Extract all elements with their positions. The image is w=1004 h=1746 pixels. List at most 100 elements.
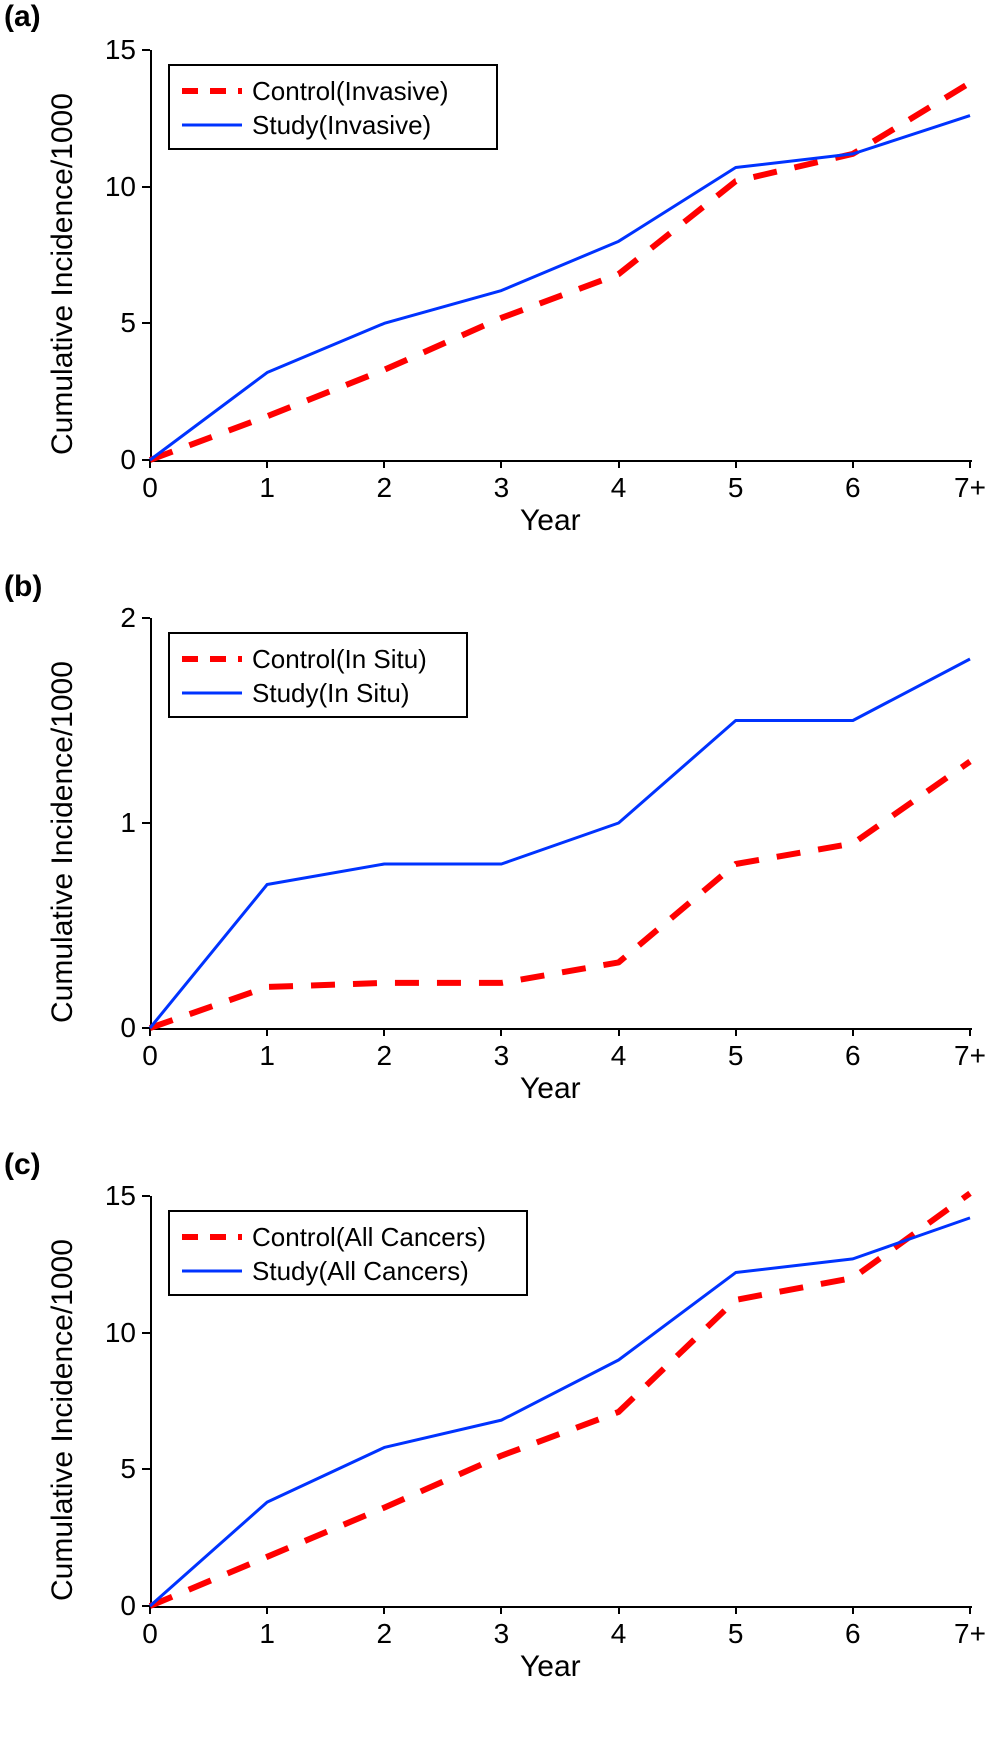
x-tick-label: 1 [237, 472, 297, 504]
y-tick-label: 5 [82, 1453, 136, 1485]
y-tick-label: 0 [82, 1012, 136, 1044]
y-tick [142, 1605, 150, 1607]
legend-label: Study(Invasive) [252, 110, 431, 141]
y-axis-title: Cumulative Incidence/1000 [46, 661, 80, 1023]
x-tick [852, 1028, 854, 1036]
x-tick [266, 460, 268, 468]
y-tick [142, 1027, 150, 1029]
legend-label: Control(All Cancers) [252, 1222, 486, 1253]
x-tick-label: 6 [823, 472, 883, 504]
x-tick [383, 460, 385, 468]
x-axis-line [150, 1028, 972, 1030]
x-tick [149, 1028, 151, 1036]
x-tick [852, 1606, 854, 1614]
x-axis-title: Year [520, 1650, 581, 1684]
x-tick-label: 6 [823, 1040, 883, 1072]
panel-label-c: (c) [4, 1148, 41, 1182]
y-tick [142, 186, 150, 188]
x-tick [735, 1606, 737, 1614]
x-axis-title: Year [520, 504, 581, 538]
x-tick [500, 1606, 502, 1614]
legend-item-study: Study(All Cancers) [182, 1254, 514, 1288]
plot-area-c: 01234567+Year051015Cumulative Incidence/… [150, 1196, 970, 1606]
x-tick-label: 1 [237, 1040, 297, 1072]
panel-label-b: (b) [4, 570, 42, 604]
legend-swatch [182, 1259, 242, 1283]
x-tick [383, 1028, 385, 1036]
x-tick-label: 5 [706, 1040, 766, 1072]
legend-label: Study(All Cancers) [252, 1256, 469, 1287]
x-tick [149, 1606, 151, 1614]
legend: Control(All Cancers)Study(All Cancers) [168, 1210, 528, 1296]
x-tick-label: 0 [120, 472, 180, 504]
x-tick [618, 460, 620, 468]
figure-root: (a)01234567+Year051015Cumulative Inciden… [0, 0, 1004, 1746]
x-tick-label: 7+ [940, 1618, 1000, 1650]
x-tick [149, 460, 151, 468]
x-tick [266, 1606, 268, 1614]
y-tick-label: 10 [82, 1317, 136, 1349]
x-tick [969, 1028, 971, 1036]
x-tick-label: 2 [354, 472, 414, 504]
legend-swatch [182, 647, 242, 671]
x-tick-label: 7+ [940, 1040, 1000, 1072]
x-tick-label: 1 [237, 1618, 297, 1650]
legend-label: Control(In Situ) [252, 644, 427, 675]
x-tick-label: 4 [589, 1040, 649, 1072]
legend-label: Control(Invasive) [252, 76, 449, 107]
x-tick [618, 1606, 620, 1614]
x-axis-line [150, 1606, 972, 1608]
y-tick-label: 1 [82, 807, 136, 839]
plot-area-a: 01234567+Year051015Cumulative Incidence/… [150, 50, 970, 460]
y-tick [142, 49, 150, 51]
x-tick-label: 3 [471, 1618, 531, 1650]
x-tick-label: 0 [120, 1618, 180, 1650]
x-axis-title: Year [520, 1072, 581, 1106]
x-axis-line [150, 460, 972, 462]
y-axis-title: Cumulative Incidence/1000 [46, 93, 80, 455]
legend-item-control: Control(Invasive) [182, 74, 484, 108]
y-tick-label: 5 [82, 307, 136, 339]
legend-swatch [182, 1225, 242, 1249]
x-tick-label: 5 [706, 1618, 766, 1650]
x-tick [500, 460, 502, 468]
y-tick-label: 2 [82, 602, 136, 634]
legend-swatch [182, 113, 242, 137]
y-tick [142, 322, 150, 324]
panel-label-a: (a) [4, 0, 41, 34]
x-tick-label: 5 [706, 472, 766, 504]
y-tick [142, 1468, 150, 1470]
x-tick [852, 460, 854, 468]
x-tick-label: 3 [471, 1040, 531, 1072]
y-axis-line [150, 1196, 152, 1608]
x-tick-label: 7+ [940, 472, 1000, 504]
x-tick [500, 1028, 502, 1036]
x-tick-label: 0 [120, 1040, 180, 1072]
legend-item-study: Study(In Situ) [182, 676, 454, 710]
y-axis-title: Cumulative Incidence/1000 [46, 1239, 80, 1601]
legend: Control(Invasive)Study(Invasive) [168, 64, 498, 150]
y-tick [142, 822, 150, 824]
x-tick [735, 460, 737, 468]
plot-area-b: 01234567+Year012Cumulative Incidence/100… [150, 618, 970, 1028]
y-axis-line [150, 618, 152, 1030]
x-tick-label: 6 [823, 1618, 883, 1650]
y-tick-label: 15 [82, 1180, 136, 1212]
y-tick-label: 0 [82, 444, 136, 476]
legend-swatch [182, 79, 242, 103]
y-axis-line [150, 50, 152, 462]
legend-label: Study(In Situ) [252, 678, 410, 709]
x-tick-label: 2 [354, 1618, 414, 1650]
x-tick [969, 1606, 971, 1614]
series-study [150, 116, 970, 460]
y-tick-label: 15 [82, 34, 136, 66]
y-tick [142, 1332, 150, 1334]
x-tick-label: 2 [354, 1040, 414, 1072]
y-tick [142, 459, 150, 461]
legend: Control(In Situ)Study(In Situ) [168, 632, 468, 718]
y-tick [142, 617, 150, 619]
x-tick [735, 1028, 737, 1036]
x-tick [266, 1028, 268, 1036]
legend-item-study: Study(Invasive) [182, 108, 484, 142]
y-tick-label: 0 [82, 1590, 136, 1622]
